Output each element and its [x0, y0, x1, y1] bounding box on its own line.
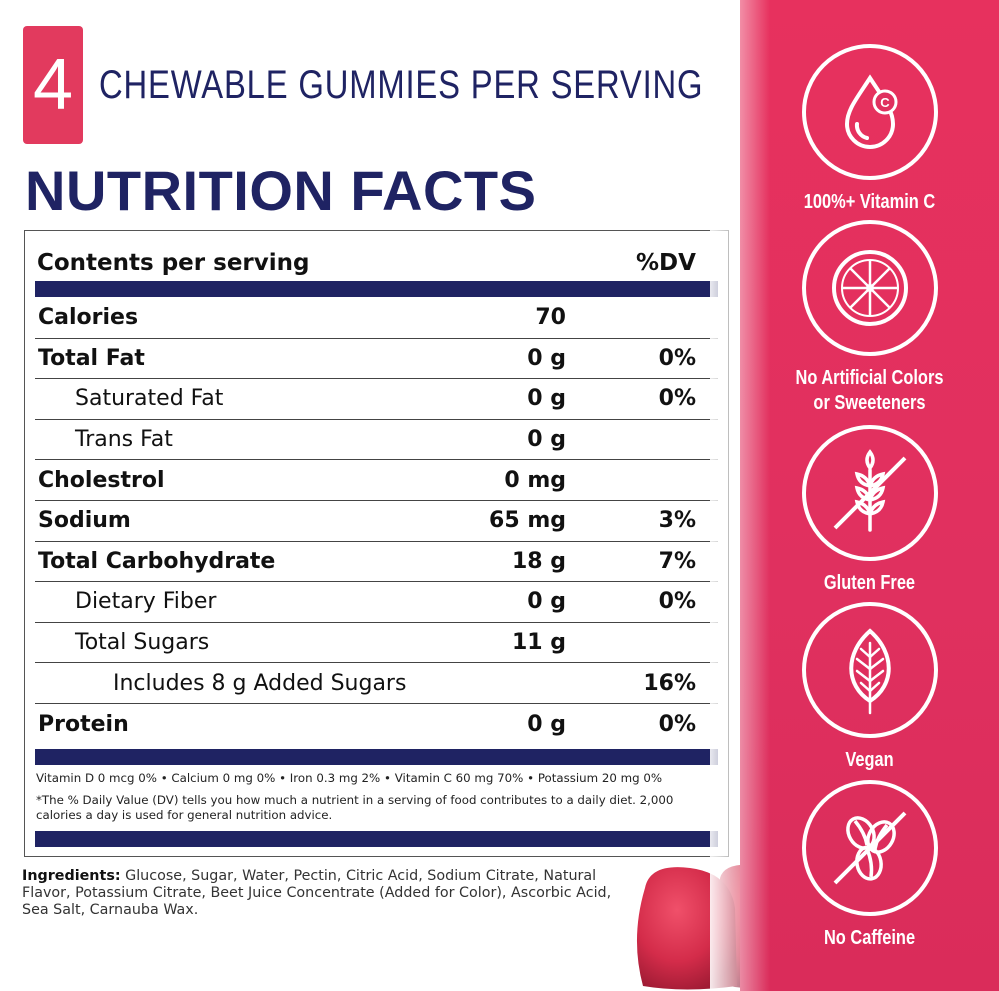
- table-row: Protein 0 g 0%: [35, 704, 718, 745]
- table-row: Dietary Fiber 0 g 0%: [35, 582, 718, 623]
- nutrient-amount: 0 g: [527, 345, 566, 371]
- table-row: Calories 70: [35, 298, 718, 339]
- vitamin-c-letter: C: [880, 95, 890, 110]
- nutrient-amount: 18 g: [511, 548, 566, 574]
- nutrient-amount: 0 g: [527, 427, 566, 453]
- table-row: Includes 8 g Added Sugars 16%: [35, 663, 718, 704]
- vitamin-line: Vitamin D 0 mcg 0% • Calcium 0 mg 0% • I…: [36, 771, 663, 785]
- footer-thick-rule: [35, 831, 718, 847]
- nutrient-name: Total Sugars: [75, 630, 210, 656]
- feature-no-artificial: No Artificial Colors or Sweeteners: [740, 220, 999, 416]
- ingredients-text: Glucose, Sugar, Water, Pectin, Citric Ac…: [22, 868, 612, 918]
- nutrient-dv: 0%: [658, 711, 696, 737]
- nutrient-name: Protein: [38, 711, 129, 737]
- feature-vitamin-c: C 100%+ Vitamin C: [740, 44, 999, 215]
- nutrient-amount: 11 g: [511, 630, 566, 656]
- feature-label: No Artificial Colors or Sweeteners: [795, 367, 944, 414]
- panel-header: Contents per serving %DV: [37, 243, 716, 283]
- serving-header: 4 CHEWABLE GUMMIES PER SERVING: [23, 26, 836, 144]
- table-row: Sodium 65 mg 3%: [35, 501, 718, 542]
- table-row: Total Carbohydrate 18 g 7%: [35, 542, 718, 583]
- nutrient-name: Calories: [38, 305, 139, 331]
- citrus-slice-icon: [831, 250, 908, 326]
- nutrient-amount: 65 mg: [489, 508, 566, 534]
- contents-label: Contents per serving: [37, 250, 310, 276]
- dv-label: %DV: [636, 250, 696, 276]
- top-thick-rule: [35, 281, 718, 297]
- nutrient-amount: 0 g: [527, 386, 566, 412]
- nutrition-facts-panel: Contents per serving %DV Calories 70 Tota…: [24, 230, 729, 857]
- vitamin-c-drop-icon: C: [844, 74, 897, 149]
- feature-circle: [801, 780, 938, 916]
- nutrient-name: Saturated Fat: [75, 386, 224, 412]
- nutrient-name: Trans Fat: [75, 427, 173, 453]
- feature-sidebar: C 100%+ Vitamin C No Artificial Colors or…: [710, 0, 999, 991]
- nutrient-name: Cholestrol: [38, 467, 165, 493]
- feature-gluten-free: Gluten Free: [740, 425, 999, 596]
- nutrient-dv: 0%: [658, 589, 696, 615]
- nutrient-name: Total Carbohydrate: [38, 548, 276, 574]
- feature-label: 100%+ Vitamin C: [803, 191, 936, 213]
- serving-count-badge: 4: [23, 26, 83, 144]
- nutrient-dv: 16%: [643, 670, 696, 696]
- ingredients-label: Ingredients:: [22, 868, 121, 884]
- table-row: Total Fat 0 g 0%: [35, 339, 718, 380]
- nutrient-amount: 0 g: [527, 711, 566, 737]
- table-row: Cholestrol 0 mg: [35, 460, 718, 501]
- nutrient-amount: 0 mg: [504, 467, 566, 493]
- feature-label: Vegan: [845, 749, 894, 771]
- table-row: Trans Fat 0 g: [35, 420, 718, 461]
- table-row: Saturated Fat 0 g 0%: [35, 379, 718, 420]
- feature-label: Gluten Free: [823, 572, 916, 594]
- nutrient-dv: 0%: [658, 345, 696, 371]
- ingredients: Ingredients: Glucose, Sugar, Water, Pect…: [22, 868, 632, 919]
- dv-footnote: *The % Daily Value (DV) tells you how mu…: [36, 793, 674, 822]
- feature-label: No Caffeine: [823, 927, 916, 949]
- nutrient-name: Dietary Fiber: [75, 589, 217, 615]
- nutrient-name: Sodium: [38, 508, 131, 534]
- bottom-thick-rule: [35, 749, 718, 765]
- nutrient-amount: 70: [535, 305, 566, 331]
- feature-circle: [801, 425, 938, 561]
- nutrient-amount: 0 g: [527, 589, 566, 615]
- leaf-icon: [848, 628, 891, 715]
- serving-text: CHEWABLE GUMMIES PER SERVING: [99, 62, 704, 107]
- nutrient-dv: 7%: [658, 548, 696, 574]
- feature-vegan: Vegan: [740, 602, 999, 773]
- feature-circle: C: [801, 44, 938, 180]
- page-title: NUTRITION FACTS: [25, 159, 537, 222]
- nutrient-dv: 0%: [658, 386, 696, 412]
- feature-circle: [801, 220, 938, 356]
- no-coffee-bean-icon: [833, 811, 906, 885]
- nutrient-name: Total Fat: [38, 345, 145, 371]
- table-row: Total Sugars 11 g: [35, 623, 718, 664]
- nutrient-name: Includes 8 g Added Sugars: [113, 670, 407, 696]
- feature-circle: [801, 602, 938, 738]
- nutrition-area: 4 CHEWABLE GUMMIES PER SERVING NUTRITION…: [22, 26, 729, 919]
- no-wheat-icon: [833, 449, 906, 532]
- nutrient-rows: Calories 70 Total Fat 0 g 0% Saturated Fat 0…: [35, 298, 718, 745]
- feature-no-caffeine: No Caffeine: [740, 780, 999, 951]
- nutrient-dv: 3%: [658, 508, 696, 534]
